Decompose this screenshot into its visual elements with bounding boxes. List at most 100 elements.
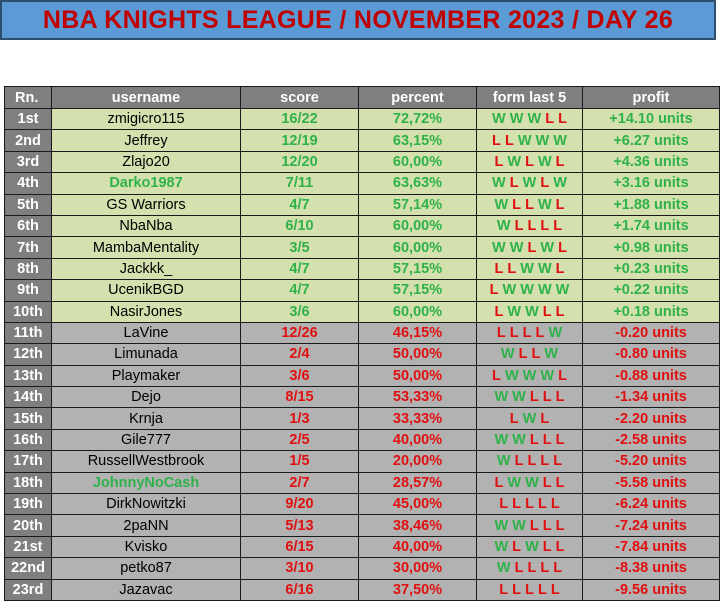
username-cell: Dejo [51,386,241,409]
username-cell: GS Warriors [51,193,241,216]
rank-cell: 21st [4,535,52,559]
score-cell: 6/15 [240,535,359,559]
username-cell: JohnnyNoCash [51,471,241,495]
table-row: 7th MambaMentality 3/5 60,00% W W L W L +0.98… [4,236,720,259]
form-win: W [525,474,539,491]
username-cell: zmigicro115 [51,107,241,131]
percent-cell: 50,00% [358,343,477,366]
form-win: W [496,453,511,470]
form-loss: L [542,474,552,491]
table-row: 9th UcenikBGD 4/7 57,15% L W W W W +0.22 unit… [4,279,720,302]
form-loss: L [509,325,519,342]
table-row: 15th Krnja 1/3 33,33% L W L -2.20 units [4,407,720,430]
rank-cell: 18th [4,471,52,495]
form-loss: L [550,581,560,598]
form-win: W [492,239,506,256]
form-cell: W L L W [476,343,583,366]
column-header-profit: profit [582,86,720,109]
form-loss: L [504,132,514,149]
score-cell: 2/4 [240,343,359,366]
score-cell: 9/20 [240,493,359,516]
form-cell: L W W W L [476,364,583,388]
form-loss: L [512,581,522,598]
rank-cell: 20th [4,514,52,537]
table-row: 12th Limunada 2/4 50,00% W L L W -0.80 units [4,343,720,366]
form-win: W [527,111,542,128]
form-win: W [517,132,532,149]
column-header-rank: Rn. [4,86,52,109]
percent-cell: 37,50% [358,578,477,601]
table-row: 22nd petko87 3/10 30,00% W L L L L -8.38 unit… [4,557,720,580]
rank-cell: 12th [4,343,52,366]
score-cell: 1/3 [240,407,359,430]
profit-cell: -7.24 units [582,514,720,537]
username-cell: Jackkk_ [51,257,241,281]
form-win: W [553,132,567,149]
form-loss: L [499,496,509,513]
form-cell: W L L L L [476,557,583,580]
profit-cell: -1.34 units [582,386,720,409]
score-cell: 2/5 [240,428,359,452]
rank-cell: 17th [4,450,52,473]
form-cell: W W L W L [476,236,583,259]
percent-cell: 63,63% [358,172,477,195]
form-loss: L [542,539,552,555]
profit-cell: -0.88 units [582,364,720,388]
form-win: W [522,410,537,427]
username-cell: petko87 [51,557,241,580]
form-cell: W W L L L [476,428,583,452]
form-cell: W L L L L [476,214,583,238]
profit-cell: +0.23 units [582,257,720,281]
score-cell: 4/7 [240,279,359,302]
percent-cell: 60,00% [358,214,477,238]
score-cell: 6/10 [240,214,359,238]
form-loss: L [529,389,539,406]
form-loss: L [540,218,550,235]
profit-cell: +0.18 units [582,300,720,323]
percent-cell: 50,00% [358,364,477,388]
form-loss: L [525,581,534,598]
username-cell: Kvisko [51,535,241,559]
form-loss: L [555,260,565,277]
form-win: W [535,132,550,149]
percent-cell: 60,00% [358,236,477,259]
percent-cell: 60,00% [358,150,477,174]
profit-cell: +6.27 units [582,129,720,152]
form-win: W [555,282,570,299]
form-loss: L [540,560,550,577]
profit-cell: +3.16 units [582,172,720,195]
form-loss: L [525,496,534,513]
form-loss: L [507,260,517,277]
form-win: W [496,218,511,235]
form-loss: L [527,218,537,235]
score-cell: 2/7 [240,471,359,495]
form-win: W [525,303,539,320]
profit-cell: -7.84 units [582,535,720,559]
profit-cell: -5.20 units [582,450,720,473]
form-cell: W L W L L [476,535,583,559]
form-win: W [540,367,555,384]
profit-cell: +4.36 units [582,150,720,174]
form-loss: L [542,517,552,534]
rank-cell: 15th [4,407,52,430]
form-win: W [522,367,537,384]
form-loss: L [558,367,567,384]
form-loss: L [518,346,528,363]
form-loss: L [494,474,504,491]
rank-cell: 13th [4,364,52,388]
form-cell: L W W L L [476,300,583,323]
form-win: W [494,432,509,449]
profit-cell: +14.10 units [582,107,720,131]
form-loss: L [537,496,547,513]
form-loss: L [527,560,537,577]
rank-cell: 11th [4,321,52,345]
profit-cell: -0.20 units [582,321,720,345]
form-loss: L [522,325,532,342]
form-loss: L [531,346,541,363]
form-cell: L L W W W [476,129,583,152]
form-win: W [494,539,509,555]
form-loss: L [514,218,524,235]
table-row: 10th NasirJones 3/6 60,00% L W W L L +0.18 un… [4,300,720,323]
form-win: W [509,239,524,256]
form-win: W [494,196,509,213]
